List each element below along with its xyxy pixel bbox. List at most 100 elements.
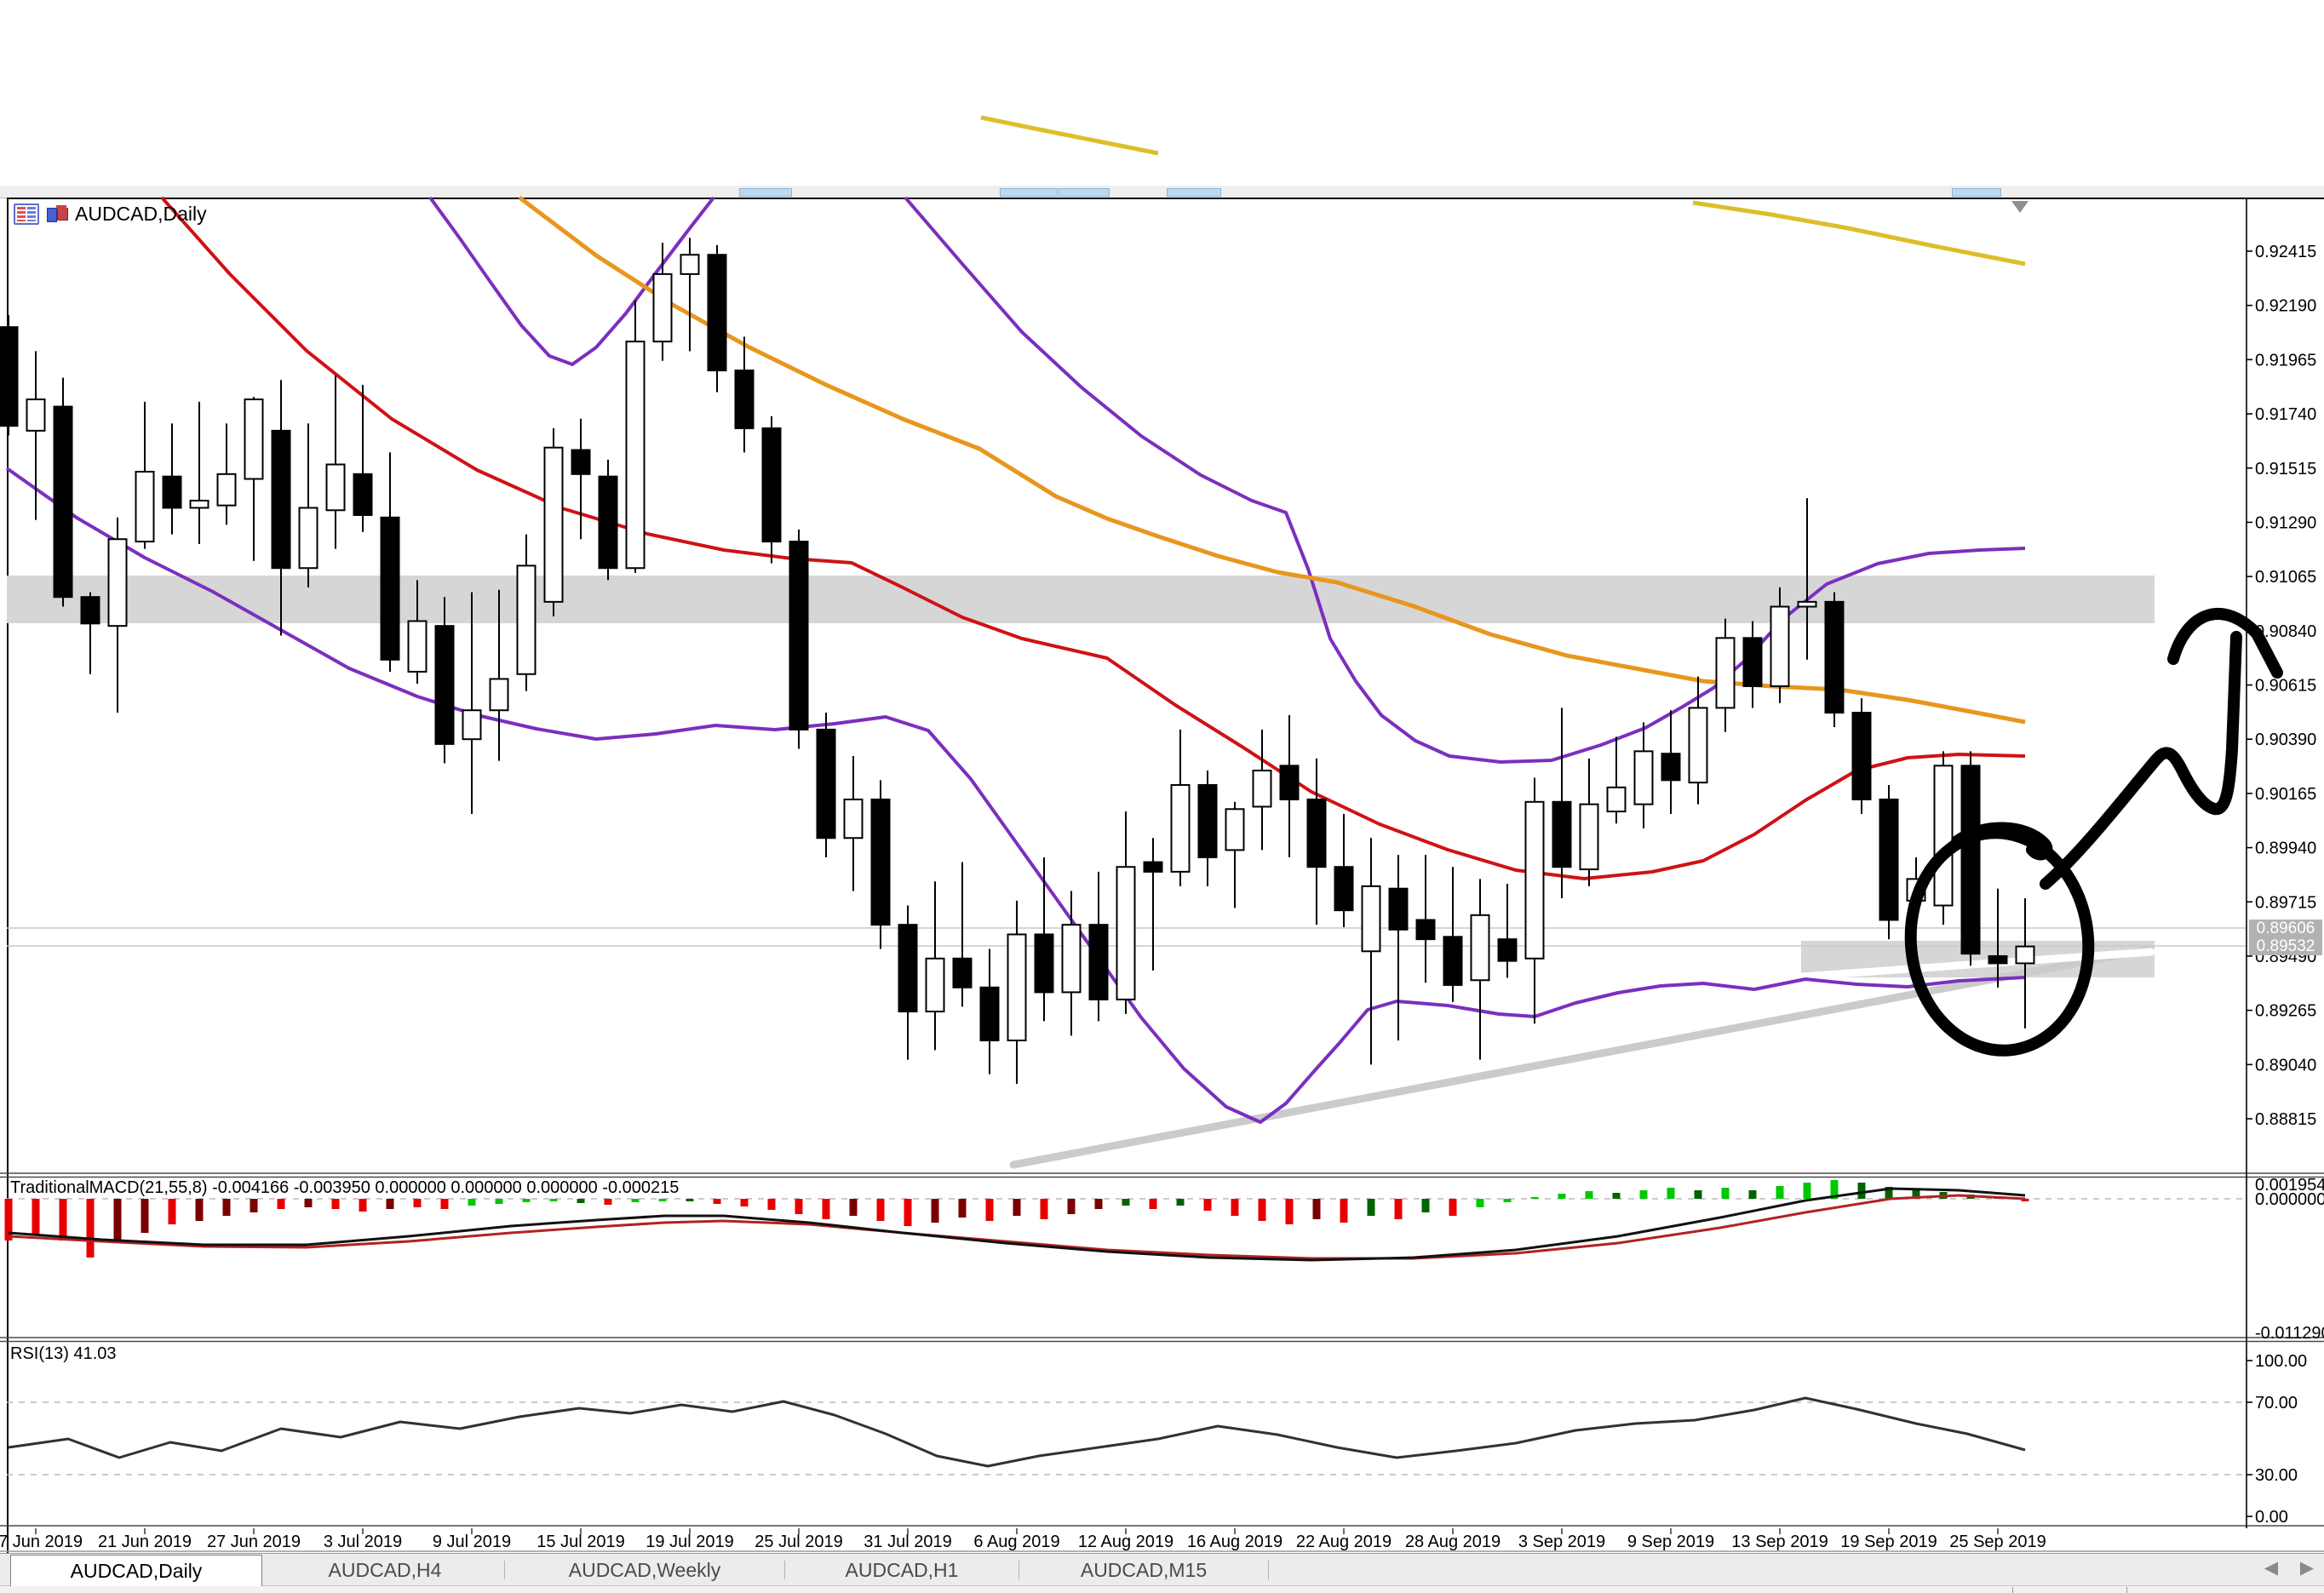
macd-histogram-bar [1667,1188,1675,1199]
price-axis-label: 0.89715 [2255,893,2316,912]
macd-histogram-bar [1176,1199,1185,1206]
macd-histogram-bar [1340,1199,1348,1223]
macd-histogram-bar [713,1199,721,1204]
macd-histogram-bar [1258,1199,1266,1221]
date-axis-label: 9 Sep 2019 [1627,1533,1714,1551]
macd-histogram-bar [1558,1194,1566,1199]
macd-histogram-bar [250,1199,258,1212]
bull-candle [1252,769,1272,808]
macd-histogram-bar [304,1199,313,1207]
date-axis-label: 3 Sep 2019 [1518,1533,1605,1551]
macd-histogram-bar [1830,1180,1839,1199]
macd-axis-label: 0.000000 [2255,1190,2324,1209]
bear-candle [816,728,836,839]
bollinger-upper-band [428,196,715,366]
bear-candle [162,475,182,509]
bull-candle [1688,707,1708,784]
macd-histogram-bar [549,1199,558,1201]
macd-histogram-bar [1530,1197,1539,1199]
hand-drawn-arrow-head [2167,608,2263,665]
date-axis-label: 3 Jul 2019 [324,1533,402,1551]
bull-candle [189,499,209,509]
bear-candle [80,596,100,625]
bear-candle [898,924,918,1013]
taskbar-fragment [1167,188,1221,197]
hand-drawn-arrow-head [2251,627,2283,679]
macd-histogram-bar [1421,1199,1430,1212]
taskbar-fragment [1952,188,2001,197]
macd-axis-label: 0.001954 [2255,1176,2324,1195]
bull-candle [925,957,945,1013]
tab-scroll-right-icon[interactable]: ▶ [2299,1558,2315,1578]
bull-candle [26,398,46,432]
tab-audcad-h1[interactable]: AUDCAD,H1 [845,1559,959,1581]
macd-histogram-bar [1885,1187,1893,1199]
bull-candle [107,538,128,627]
macd-histogram-bar [413,1199,422,1207]
tab-audcad-m15[interactable]: AUDCAD,M15 [1080,1559,1208,1581]
macd-histogram-bar [958,1199,967,1218]
rsi-axis-label: 70.00 [2255,1394,2298,1412]
macd-histogram-bar [277,1199,285,1209]
macd-histogram-bar [1476,1199,1484,1207]
macd-histogram-bar [4,1199,13,1241]
bollinger-upper-band [904,196,2026,764]
background-yellow-curve [980,115,1159,156]
macd-histogram-bar [331,1199,340,1209]
rsi-indicator-label: RSI(13) 41.03 [10,1344,117,1363]
tab-audcad-daily[interactable]: AUDCAD,Daily [10,1555,262,1586]
macd-histogram-bar [604,1199,612,1205]
macd-histogram-bar [631,1199,640,1202]
macd-histogram-bar [386,1199,394,1209]
bull-candle [1524,800,1545,960]
rsi-line [8,1396,2026,1468]
hand-drawn-curl [1951,822,2053,861]
bear-candle [761,427,782,543]
bear-candle [1306,798,1327,868]
date-axis-label: 21 Jun 2019 [98,1533,192,1551]
bull-candle [1770,605,1790,687]
macd-axis-label: -0.011290 [2255,1324,2324,1343]
macd-histogram-bar [686,1199,694,1201]
chart-bars-icon [46,204,68,223]
tab-audcad-weekly[interactable]: AUDCAD,Weekly [568,1559,721,1581]
tab-separator [1268,1561,1269,1579]
macd-histogram-bar [1912,1190,1920,1199]
bull-candle [652,272,673,343]
price-axis-label: 0.89265 [2255,1002,2316,1021]
macd-histogram-bar [1585,1191,1593,1199]
price-axis-label: 0.91290 [2255,513,2316,532]
date-axis-label: 12 Aug 2019 [1078,1533,1173,1551]
date-axis-label: 17 Jun 2019 [0,1533,83,1551]
bull-candle [298,507,318,570]
bear-candle [1415,919,1436,941]
bear-candle [598,475,618,570]
bull-candle [516,564,537,675]
macd-histogram-bar [1503,1199,1512,1202]
date-axis-label: 22 Aug 2019 [1296,1533,1392,1551]
macd-histogram-bar [849,1199,858,1216]
trendline-gray [1009,945,2155,1169]
bear-candle [0,326,19,427]
macd-histogram-bar [522,1199,531,1202]
bull-candle [1470,914,1490,982]
rsi-axis-label: 30.00 [2255,1466,2298,1485]
date-axis-label: 25 Sep 2019 [1949,1533,2046,1551]
macd-histogram-bar [1122,1199,1130,1206]
macd-histogram-bar [1721,1188,1730,1199]
macd-histogram-bar [1612,1193,1621,1199]
tab-audcad-h4[interactable]: AUDCAD,H4 [328,1559,442,1581]
price-axis-label: 0.88815 [2255,1110,2316,1129]
bull-candle [1606,786,1627,813]
bear-candle [1552,800,1572,868]
ma-orange [518,196,2026,725]
chart-grid-icon [14,203,39,225]
bull-candle [489,678,509,712]
rsi-axis-label: 100.00 [2255,1352,2307,1371]
macd-histogram-bar [195,1199,204,1221]
bull-candle [1579,803,1599,871]
tab-scroll-left-icon[interactable]: ◀ [2264,1558,2279,1578]
bear-candle [434,625,455,745]
bull-candle [680,254,700,275]
